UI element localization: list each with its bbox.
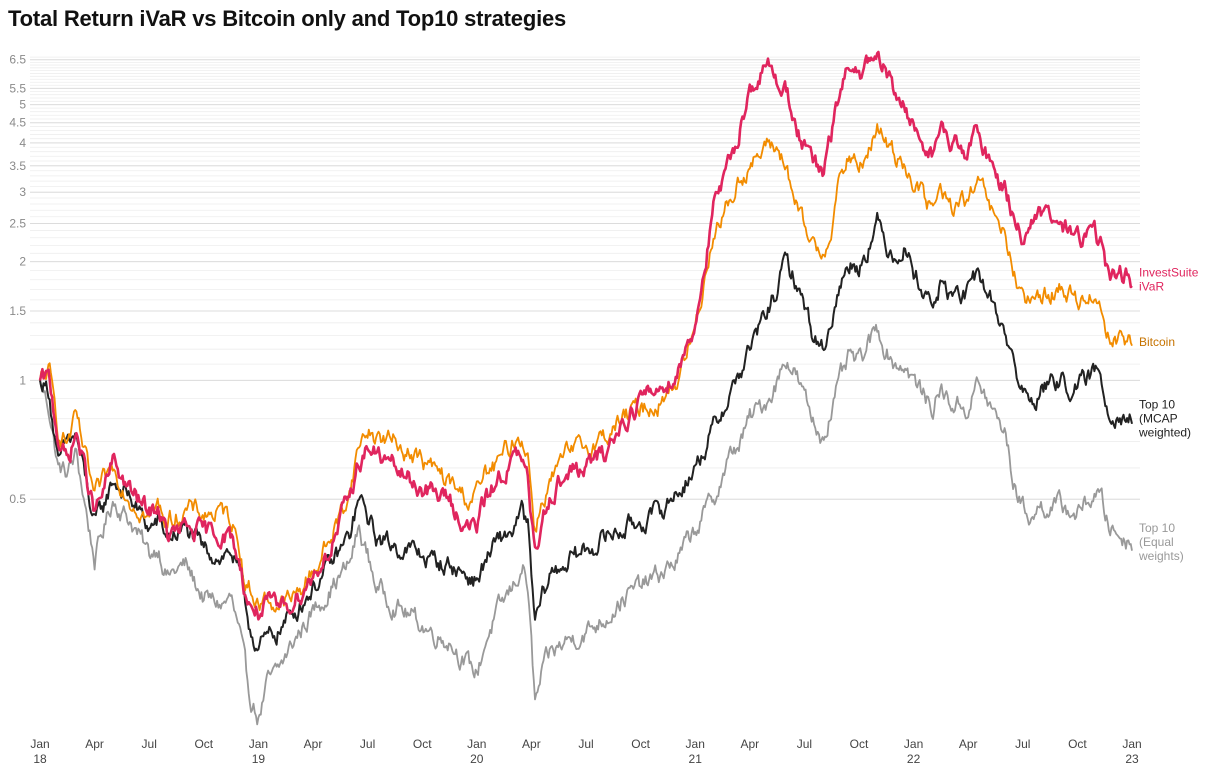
x-tick-label: Jan	[249, 737, 268, 751]
series-label-line: weights)	[1138, 549, 1184, 563]
series-label-line: (MCAP	[1139, 412, 1178, 426]
grid-lines	[30, 56, 1140, 500]
y-tick-label: 0.5	[9, 492, 26, 506]
x-tick-label: Jul	[1015, 737, 1030, 751]
y-tick-label: 6.5	[9, 53, 26, 67]
x-tick-label: Jan	[686, 737, 705, 751]
y-tick-label: 5	[19, 98, 26, 112]
x-tick-label: Apr	[304, 737, 323, 751]
x-tick-label: Oct	[850, 737, 869, 751]
y-tick-label: 1	[19, 373, 26, 387]
x-tick-label: Oct	[631, 737, 650, 751]
y-axis: 0.5 1 1.5 2 2.5 3 3.5 4 4.5 5 5.5 6.5	[9, 53, 26, 506]
x-tick-year-label: 22	[907, 752, 921, 766]
x-tick-label: Jan	[467, 737, 486, 751]
series-label: Bitcoin	[1139, 335, 1175, 349]
x-tick-label: Jan	[30, 737, 49, 751]
series-line	[39, 123, 1133, 613]
chart-title: Total Return iVaR vs Bitcoin only and To…	[8, 6, 567, 31]
series-label-line: Bitcoin	[1139, 335, 1175, 349]
y-tick-label: 2	[19, 255, 26, 269]
x-tick-label: Apr	[522, 737, 541, 751]
y-tick-label: 4.5	[9, 116, 26, 130]
series-label-line: Top 10	[1139, 521, 1175, 535]
x-tick-year-label: 18	[33, 752, 47, 766]
x-tick-label: Oct	[194, 737, 213, 751]
x-tick-label: Apr	[85, 737, 104, 751]
series-label-line: InvestSuite	[1139, 266, 1199, 280]
x-tick-label: Jul	[578, 737, 593, 751]
series-line	[38, 50, 1133, 621]
x-tick-year-label: 19	[252, 752, 266, 766]
series-lines	[38, 50, 1133, 726]
x-tick-label: Jan	[904, 737, 923, 751]
series-label: Top 10 (Equal weights)	[1138, 521, 1184, 563]
series-label: Top 10 (MCAP weighted)	[1138, 398, 1191, 440]
x-tick-label: Oct	[1068, 737, 1087, 751]
y-tick-label: 1.5	[9, 304, 26, 318]
series-label-line: iVaR	[1139, 280, 1164, 294]
y-tick-label: 3	[19, 185, 26, 199]
series-line	[39, 323, 1133, 726]
y-tick-label: 3.5	[9, 159, 26, 173]
x-tick-label: Apr	[740, 737, 759, 751]
x-tick-year-label: 23	[1125, 752, 1139, 766]
series-labels: Top 10 (Equal weights)Top 10 (MCAP weighted)…	[1138, 266, 1199, 563]
x-tick-label: Jan	[1122, 737, 1141, 751]
series-label-line: (Equal	[1139, 535, 1174, 549]
series-label-line: weighted)	[1138, 426, 1191, 440]
y-tick-label: 4	[19, 136, 26, 150]
x-tick-label: Jul	[360, 737, 375, 751]
x-tick-year-label: 20	[470, 752, 484, 766]
x-tick-label: Apr	[959, 737, 978, 751]
x-tick-label: Jul	[142, 737, 157, 751]
x-tick-label: Jul	[797, 737, 812, 751]
series-line	[39, 211, 1133, 652]
series-label-line: Top 10	[1139, 398, 1175, 412]
y-tick-label: 5.5	[9, 81, 26, 95]
x-tick-label: Oct	[413, 737, 432, 751]
x-tick-year-label: 21	[689, 752, 703, 766]
y-tick-label: 2.5	[9, 216, 26, 230]
series-label: InvestSuite iVaR	[1139, 266, 1199, 294]
